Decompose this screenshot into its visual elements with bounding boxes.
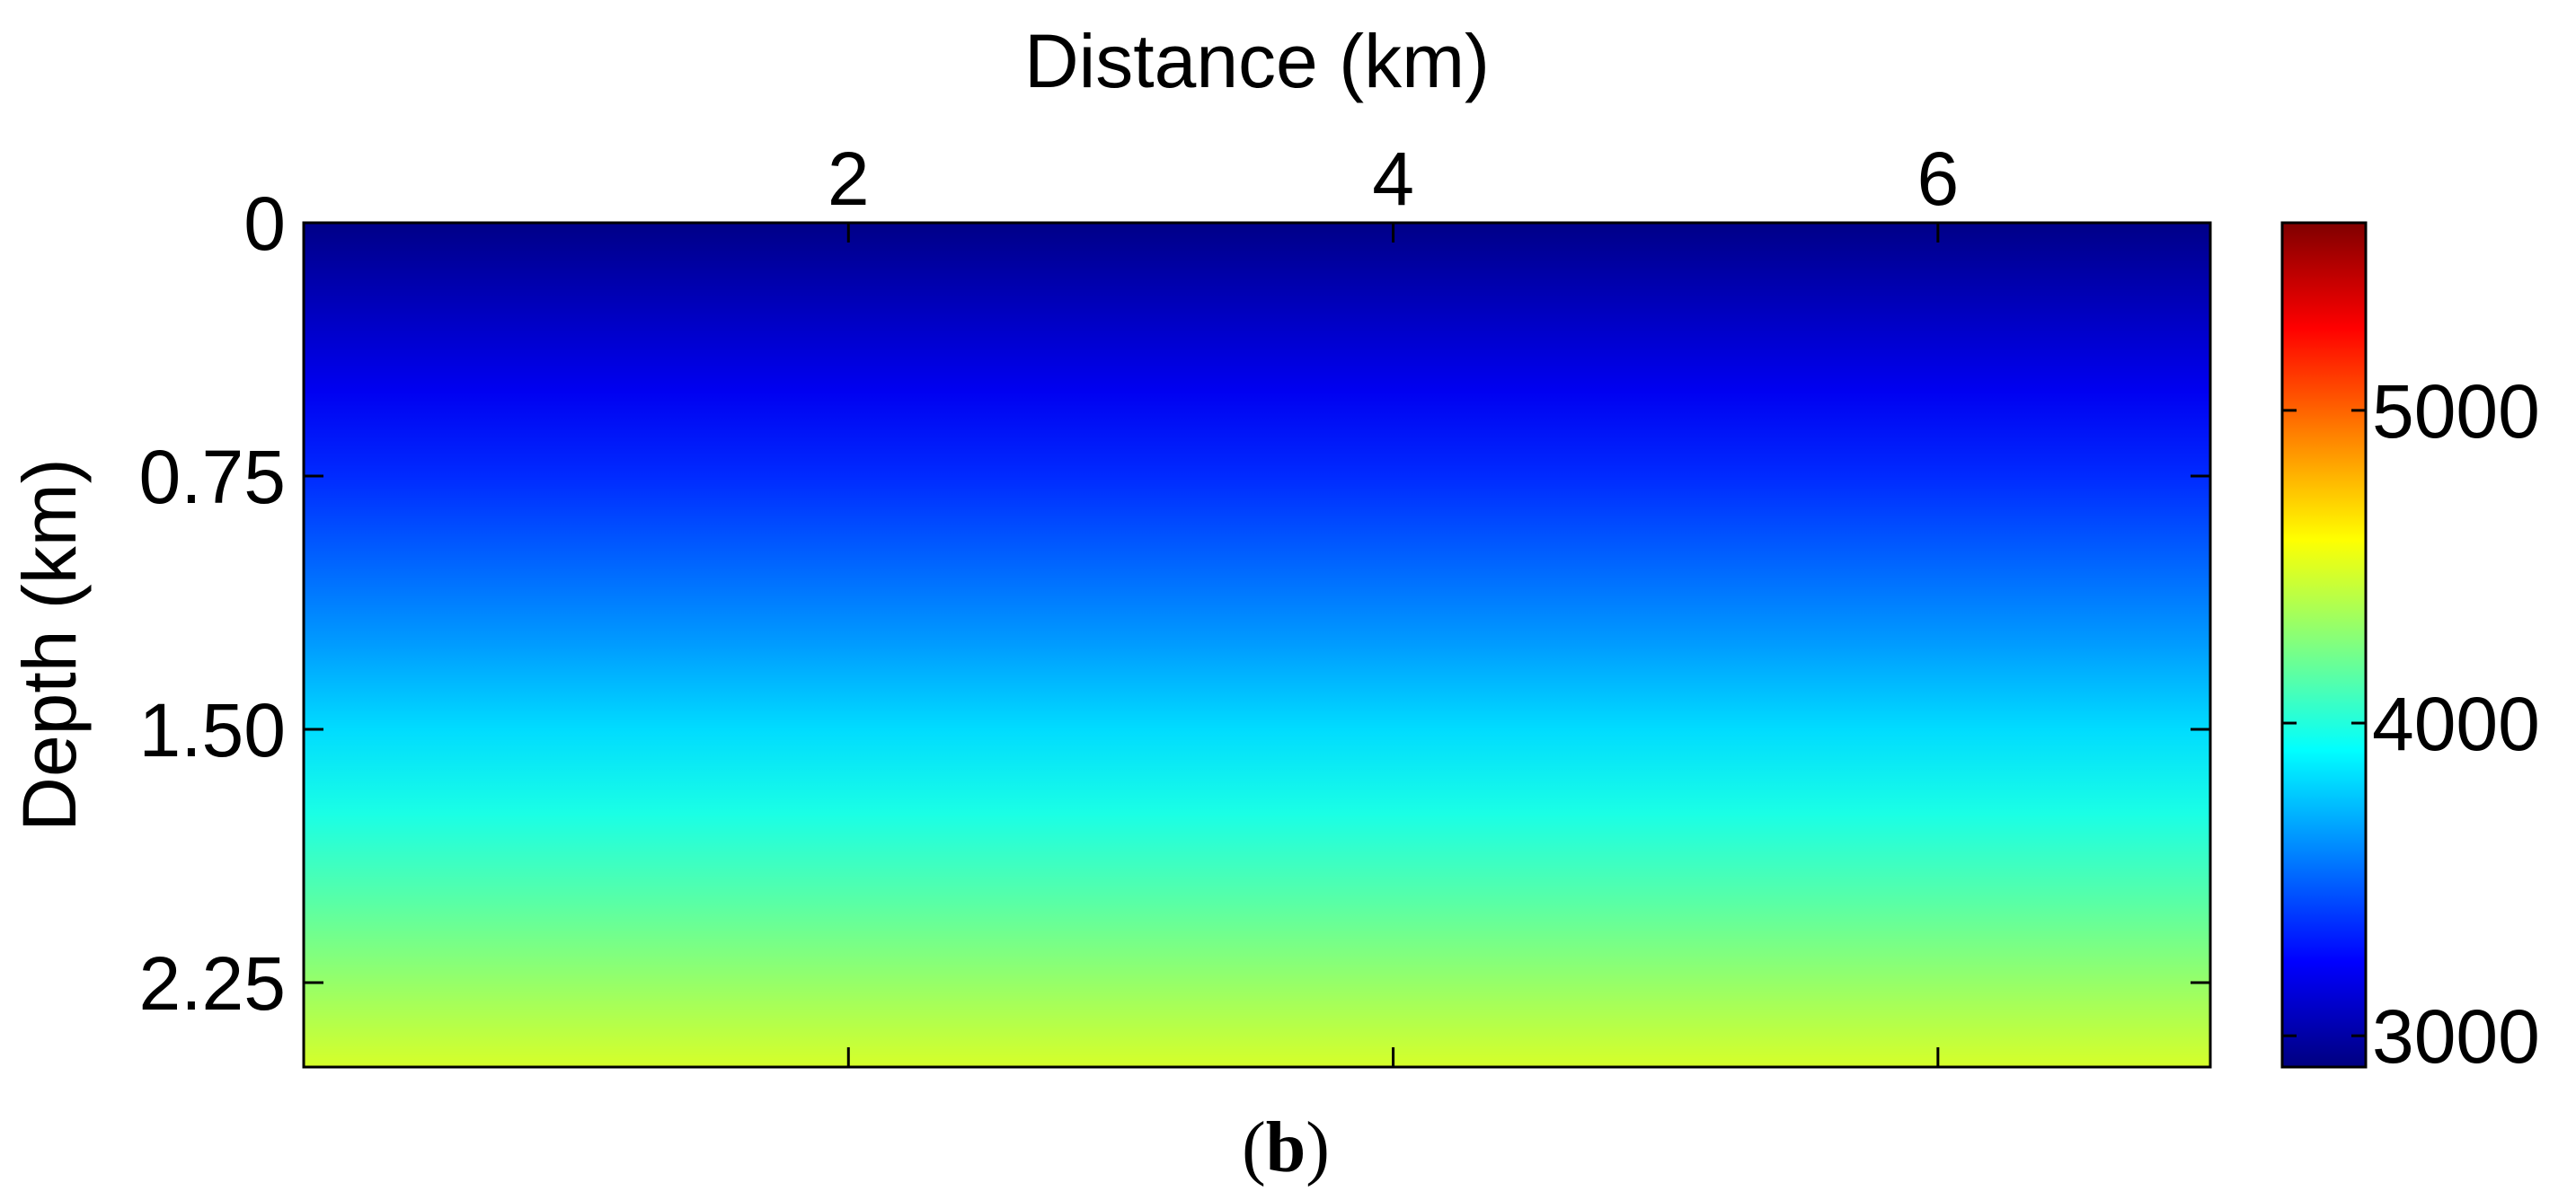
colorbar-tick-labels: 3000 4000 5000 [2372, 369, 2540, 1079]
x-tick-labels: 2 4 6 [828, 137, 1959, 221]
y-axis-label: Depth (km) [7, 458, 92, 831]
colorbar-tick-label: 5000 [2372, 369, 2540, 454]
figure-caption: (b) [1242, 1108, 1330, 1187]
colorbar-tick-label: 3000 [2372, 994, 2540, 1079]
x-tick-label: 6 [1917, 137, 1959, 221]
plot-frame [302, 221, 2212, 1069]
caption-close: ) [1306, 1108, 1330, 1187]
y-tick-label: 2.25 [139, 941, 287, 1026]
colorbar-frame [2280, 221, 2368, 1069]
colorbar [2282, 223, 2366, 1067]
axis-ticks [304, 221, 2210, 1067]
colorbar-tick-label: 4000 [2372, 682, 2540, 766]
y-tick-label: 1.50 [139, 688, 287, 772]
velocity-field [304, 223, 2210, 1067]
y-tick-labels: 0 0.75 1.50 2.25 [139, 181, 287, 1026]
caption-letter: b [1266, 1108, 1306, 1187]
y-tick-label: 0 [243, 181, 286, 266]
colorbar-ticks [2282, 409, 2366, 1037]
x-tick-label: 2 [828, 137, 870, 221]
y-tick-label: 0.75 [139, 435, 287, 519]
x-tick-label: 4 [1372, 137, 1414, 221]
x-axis-label: Distance (km) [1024, 19, 1490, 103]
caption-open: ( [1242, 1108, 1266, 1187]
